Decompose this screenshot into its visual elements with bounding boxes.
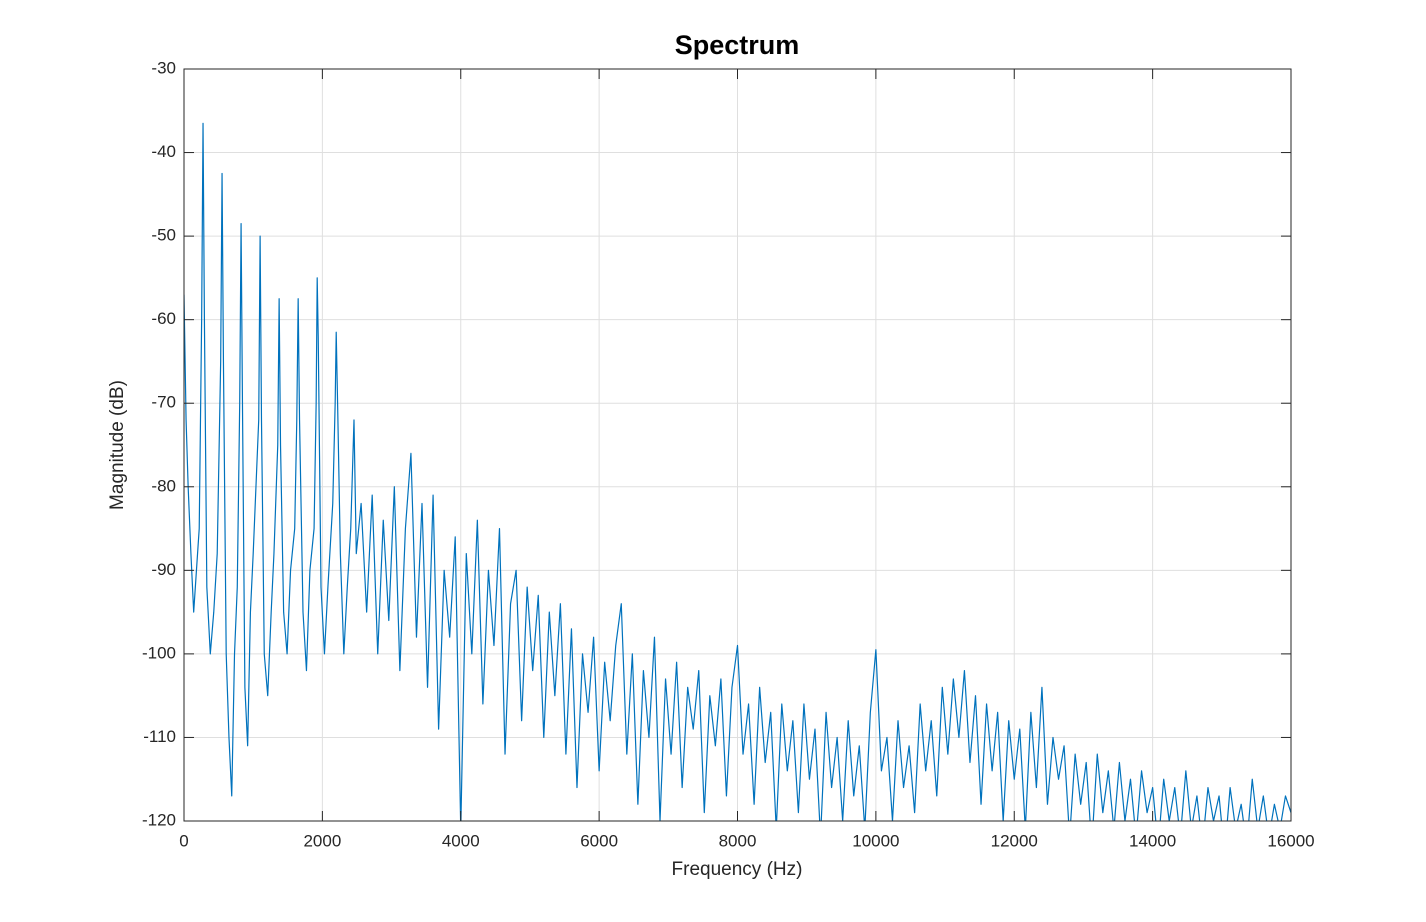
y-tick-label: -100	[142, 643, 176, 662]
data-area	[184, 122, 1291, 821]
y-tick-label: -60	[151, 309, 176, 328]
y-tick-label: -90	[151, 560, 176, 579]
y-axis-label: Magnitude (dB)	[107, 380, 128, 510]
x-tick-label: 4000	[442, 831, 480, 850]
x-tick-label: 16000	[1267, 831, 1314, 850]
chart-title: Spectrum	[675, 30, 800, 60]
y-tick-label: -80	[151, 476, 176, 495]
x-tick-label: 12000	[991, 831, 1038, 850]
y-tick-label: -120	[142, 810, 176, 829]
y-tick-label: -70	[151, 393, 176, 412]
x-axis-label: Frequency (Hz)	[672, 859, 803, 880]
ticks: 0 2000 4000 6000 8000 10000 12000 14000 16000 -12…	[142, 58, 1315, 850]
x-tick-label: 2000	[303, 831, 341, 850]
x-tick-label: 10000	[852, 831, 899, 850]
y-tick-label: -110	[143, 727, 176, 746]
x-tick-label: 14000	[1129, 831, 1176, 850]
y-tick-label: -40	[151, 142, 176, 161]
x-tick-label: 8000	[719, 831, 757, 850]
y-tick-label: -50	[151, 226, 176, 245]
x-tick-label: 0	[179, 831, 188, 850]
x-tick-label: 6000	[580, 831, 618, 850]
spectrum-line	[184, 122, 1291, 821]
y-tick-label: -30	[151, 58, 176, 77]
